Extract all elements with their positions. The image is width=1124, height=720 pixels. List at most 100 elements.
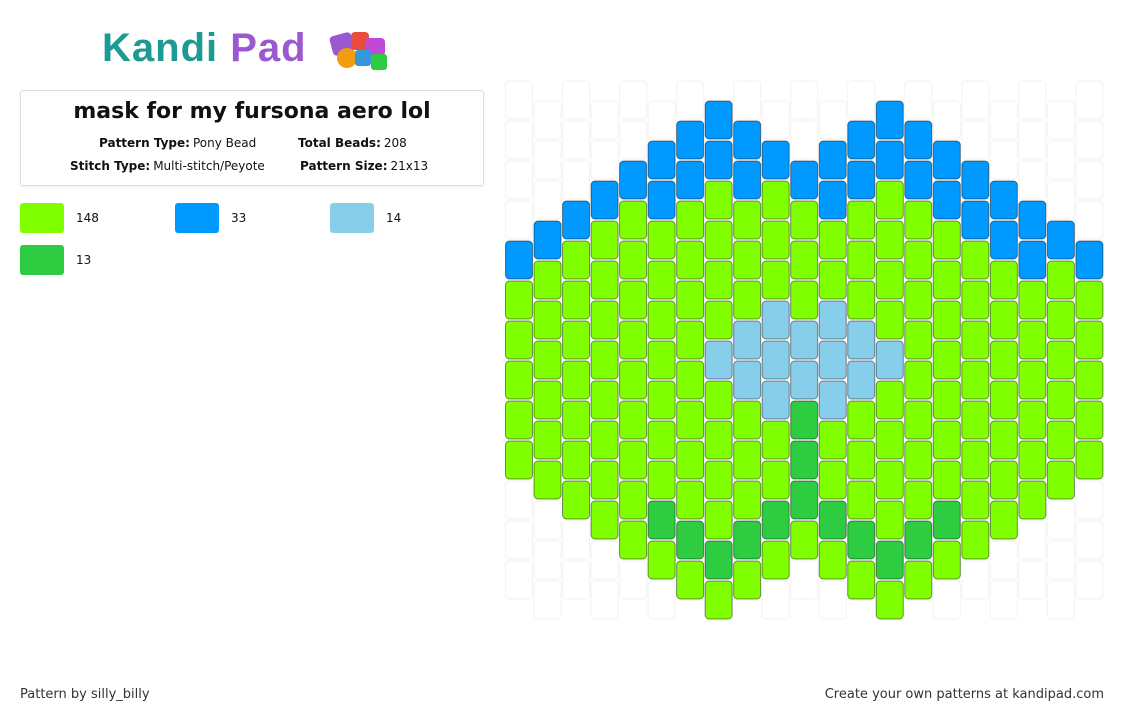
bead (875, 220, 904, 260)
bead (619, 400, 648, 440)
empty-cell (647, 580, 676, 620)
bead (533, 460, 562, 500)
bead (676, 480, 705, 520)
bead (619, 320, 648, 360)
bead-grid (505, 80, 1104, 620)
bead (847, 200, 876, 240)
bead (761, 420, 790, 460)
bead (961, 400, 990, 440)
bead (505, 280, 534, 320)
bead (704, 340, 733, 380)
bead (733, 400, 762, 440)
empty-cell (1018, 80, 1047, 120)
bead (847, 120, 876, 160)
empty-cell (1046, 100, 1075, 140)
bead (619, 160, 648, 200)
bead (818, 180, 847, 220)
legend-swatch (20, 245, 64, 275)
bead (647, 380, 676, 420)
bead (847, 240, 876, 280)
bead (704, 260, 733, 300)
empty-cell (1075, 120, 1104, 160)
bead (733, 240, 762, 280)
bead (790, 320, 819, 360)
logo-text: Kandi (102, 26, 219, 70)
empty-cell (505, 160, 534, 200)
bead (676, 400, 705, 440)
bead (704, 100, 733, 140)
empty-cell (1018, 120, 1047, 160)
empty-cell (590, 580, 619, 620)
bead (704, 580, 733, 620)
empty-cell (932, 100, 961, 140)
bead (704, 540, 733, 580)
bead (1018, 240, 1047, 280)
bead (1075, 360, 1104, 400)
bead (733, 360, 762, 400)
bead (989, 340, 1018, 380)
empty-cell (1075, 480, 1104, 520)
bead (847, 360, 876, 400)
bead (961, 360, 990, 400)
empty-cell (989, 580, 1018, 620)
bead (704, 460, 733, 500)
bead (932, 540, 961, 580)
bead (932, 340, 961, 380)
legend-swatch (175, 203, 219, 233)
bead (619, 240, 648, 280)
logo[interactable]: Kandi Pad (102, 26, 397, 72)
bead (989, 460, 1018, 500)
bead (1075, 320, 1104, 360)
bead (505, 360, 534, 400)
bead (904, 160, 933, 200)
empty-cell (761, 580, 790, 620)
bead (847, 520, 876, 560)
info-label: Stitch Type: (70, 159, 151, 173)
bead (704, 140, 733, 180)
bead (562, 280, 591, 320)
bead (875, 460, 904, 500)
bead (847, 280, 876, 320)
bead (847, 480, 876, 520)
empty-cell (989, 540, 1018, 580)
bead (590, 340, 619, 380)
bead (790, 480, 819, 520)
bead (904, 480, 933, 520)
bead (647, 180, 676, 220)
bead (989, 260, 1018, 300)
bead (989, 180, 1018, 220)
footer-link[interactable]: Create your own patterns at kandipad.com (824, 687, 1104, 702)
empty-cell (562, 80, 591, 120)
empty-cell (1018, 520, 1047, 560)
empty-cell (1075, 160, 1104, 200)
bead (733, 480, 762, 520)
bead (818, 460, 847, 500)
pattern-title: mask for my fursona aero lol (73, 99, 431, 124)
bead (904, 280, 933, 320)
legend-count: 14 (386, 211, 402, 225)
bead (505, 440, 534, 480)
bead (505, 240, 534, 280)
bead (818, 340, 847, 380)
bead (590, 420, 619, 460)
legend-count: 148 (76, 211, 99, 225)
empty-cell (619, 80, 648, 120)
bead (733, 160, 762, 200)
bead (733, 560, 762, 600)
empty-cell (676, 80, 705, 120)
bead (932, 460, 961, 500)
bead (904, 400, 933, 440)
bead (989, 300, 1018, 340)
info-row: Total Beads: 208 (298, 136, 407, 150)
bead (932, 140, 961, 180)
bead (647, 460, 676, 500)
bead (1018, 400, 1047, 440)
bead (818, 260, 847, 300)
empty-cell (590, 100, 619, 140)
bead (1046, 220, 1075, 260)
bead (818, 140, 847, 180)
bead (875, 180, 904, 220)
empty-cell (1046, 580, 1075, 620)
bead (590, 500, 619, 540)
bead (761, 180, 790, 220)
